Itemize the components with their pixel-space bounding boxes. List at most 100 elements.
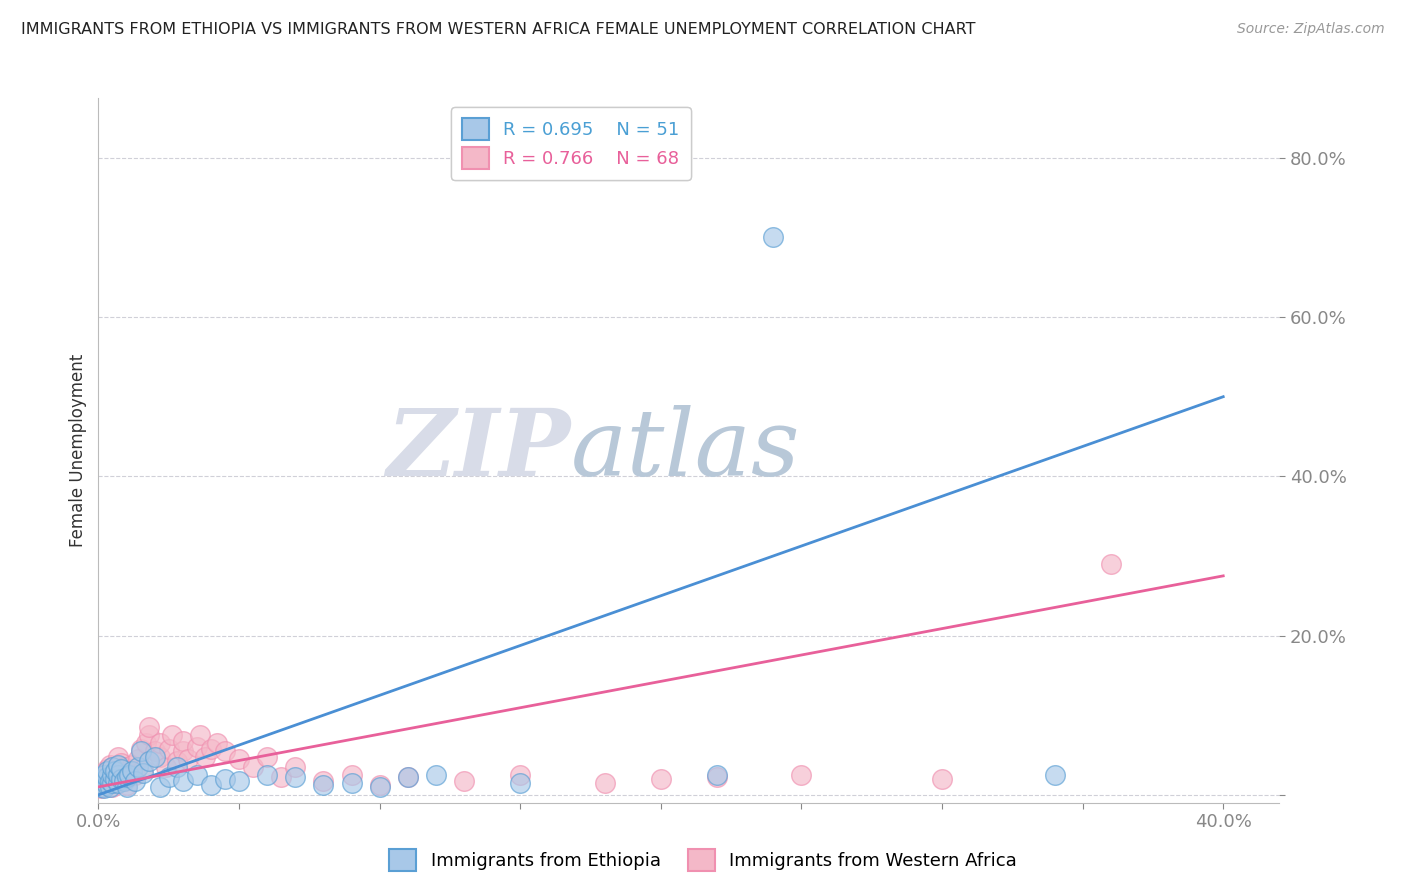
- Point: [149, 736, 172, 750]
- Point: [96, 778, 118, 792]
- Point: [104, 764, 127, 778]
- Point: [124, 773, 146, 788]
- Point: [96, 770, 118, 784]
- Point: [368, 780, 391, 794]
- Point: [593, 776, 616, 790]
- Point: [90, 776, 112, 790]
- Point: [172, 773, 194, 788]
- Point: [931, 772, 953, 786]
- Point: [121, 764, 143, 778]
- Point: [1043, 768, 1066, 782]
- Text: Source: ZipAtlas.com: Source: ZipAtlas.com: [1237, 22, 1385, 37]
- Point: [762, 230, 785, 244]
- Point: [790, 768, 813, 782]
- Point: [214, 772, 236, 786]
- Point: [98, 768, 121, 782]
- Point: [101, 770, 124, 784]
- Point: [93, 781, 115, 796]
- Point: [98, 780, 121, 794]
- Point: [115, 778, 138, 792]
- Point: [107, 776, 129, 790]
- Point: [110, 756, 132, 770]
- Point: [98, 757, 121, 772]
- Point: [166, 760, 188, 774]
- Point: [107, 768, 129, 782]
- Point: [138, 755, 160, 769]
- Point: [177, 752, 200, 766]
- Text: atlas: atlas: [571, 406, 800, 495]
- Point: [650, 772, 672, 786]
- Point: [101, 768, 124, 782]
- Point: [115, 765, 138, 780]
- Point: [96, 778, 118, 792]
- Point: [172, 744, 194, 758]
- Point: [157, 741, 180, 756]
- Point: [101, 780, 124, 794]
- Point: [312, 773, 335, 788]
- Point: [93, 768, 115, 782]
- Point: [200, 778, 222, 792]
- Point: [110, 772, 132, 786]
- Point: [132, 763, 155, 777]
- Point: [121, 757, 143, 772]
- Point: [107, 772, 129, 786]
- Point: [157, 770, 180, 784]
- Point: [112, 760, 135, 774]
- Point: [118, 770, 141, 784]
- Point: [96, 764, 118, 778]
- Point: [124, 768, 146, 782]
- Point: [132, 765, 155, 780]
- Point: [112, 773, 135, 788]
- Y-axis label: Female Unemployment: Female Unemployment: [69, 354, 87, 547]
- Point: [242, 760, 264, 774]
- Point: [93, 773, 115, 788]
- Point: [228, 752, 250, 766]
- Point: [90, 772, 112, 786]
- Point: [284, 770, 307, 784]
- Point: [166, 755, 188, 769]
- Point: [90, 770, 112, 784]
- Point: [110, 763, 132, 777]
- Point: [110, 768, 132, 782]
- Point: [129, 744, 152, 758]
- Point: [149, 780, 172, 794]
- Point: [127, 752, 149, 766]
- Point: [214, 744, 236, 758]
- Point: [107, 763, 129, 777]
- Point: [188, 728, 211, 742]
- Point: [256, 768, 278, 782]
- Point: [160, 728, 183, 742]
- Point: [101, 760, 124, 774]
- Point: [104, 776, 127, 790]
- Text: IMMIGRANTS FROM ETHIOPIA VS IMMIGRANTS FROM WESTERN AFRICA FEMALE UNEMPLOYMENT C: IMMIGRANTS FROM ETHIOPIA VS IMMIGRANTS F…: [21, 22, 976, 37]
- Point: [706, 770, 728, 784]
- Point: [509, 776, 531, 790]
- Point: [98, 773, 121, 788]
- Point: [200, 741, 222, 756]
- Point: [135, 736, 157, 750]
- Point: [96, 763, 118, 777]
- Point: [143, 744, 166, 758]
- Point: [93, 780, 115, 794]
- Point: [90, 780, 112, 794]
- Point: [96, 772, 118, 786]
- Point: [368, 778, 391, 792]
- Point: [284, 760, 307, 774]
- Text: ZIP: ZIP: [387, 406, 571, 495]
- Point: [340, 768, 363, 782]
- Point: [149, 749, 172, 764]
- Point: [107, 757, 129, 772]
- Point: [312, 778, 335, 792]
- Point: [396, 770, 419, 784]
- Point: [205, 736, 228, 750]
- Point: [396, 770, 419, 784]
- Point: [138, 728, 160, 742]
- Point: [186, 768, 208, 782]
- Point: [138, 720, 160, 734]
- Point: [98, 776, 121, 790]
- Point: [194, 749, 217, 764]
- Point: [270, 770, 292, 784]
- Point: [172, 733, 194, 747]
- Point: [118, 768, 141, 782]
- Legend: R = 0.695    N = 51, R = 0.766    N = 68: R = 0.695 N = 51, R = 0.766 N = 68: [451, 107, 690, 180]
